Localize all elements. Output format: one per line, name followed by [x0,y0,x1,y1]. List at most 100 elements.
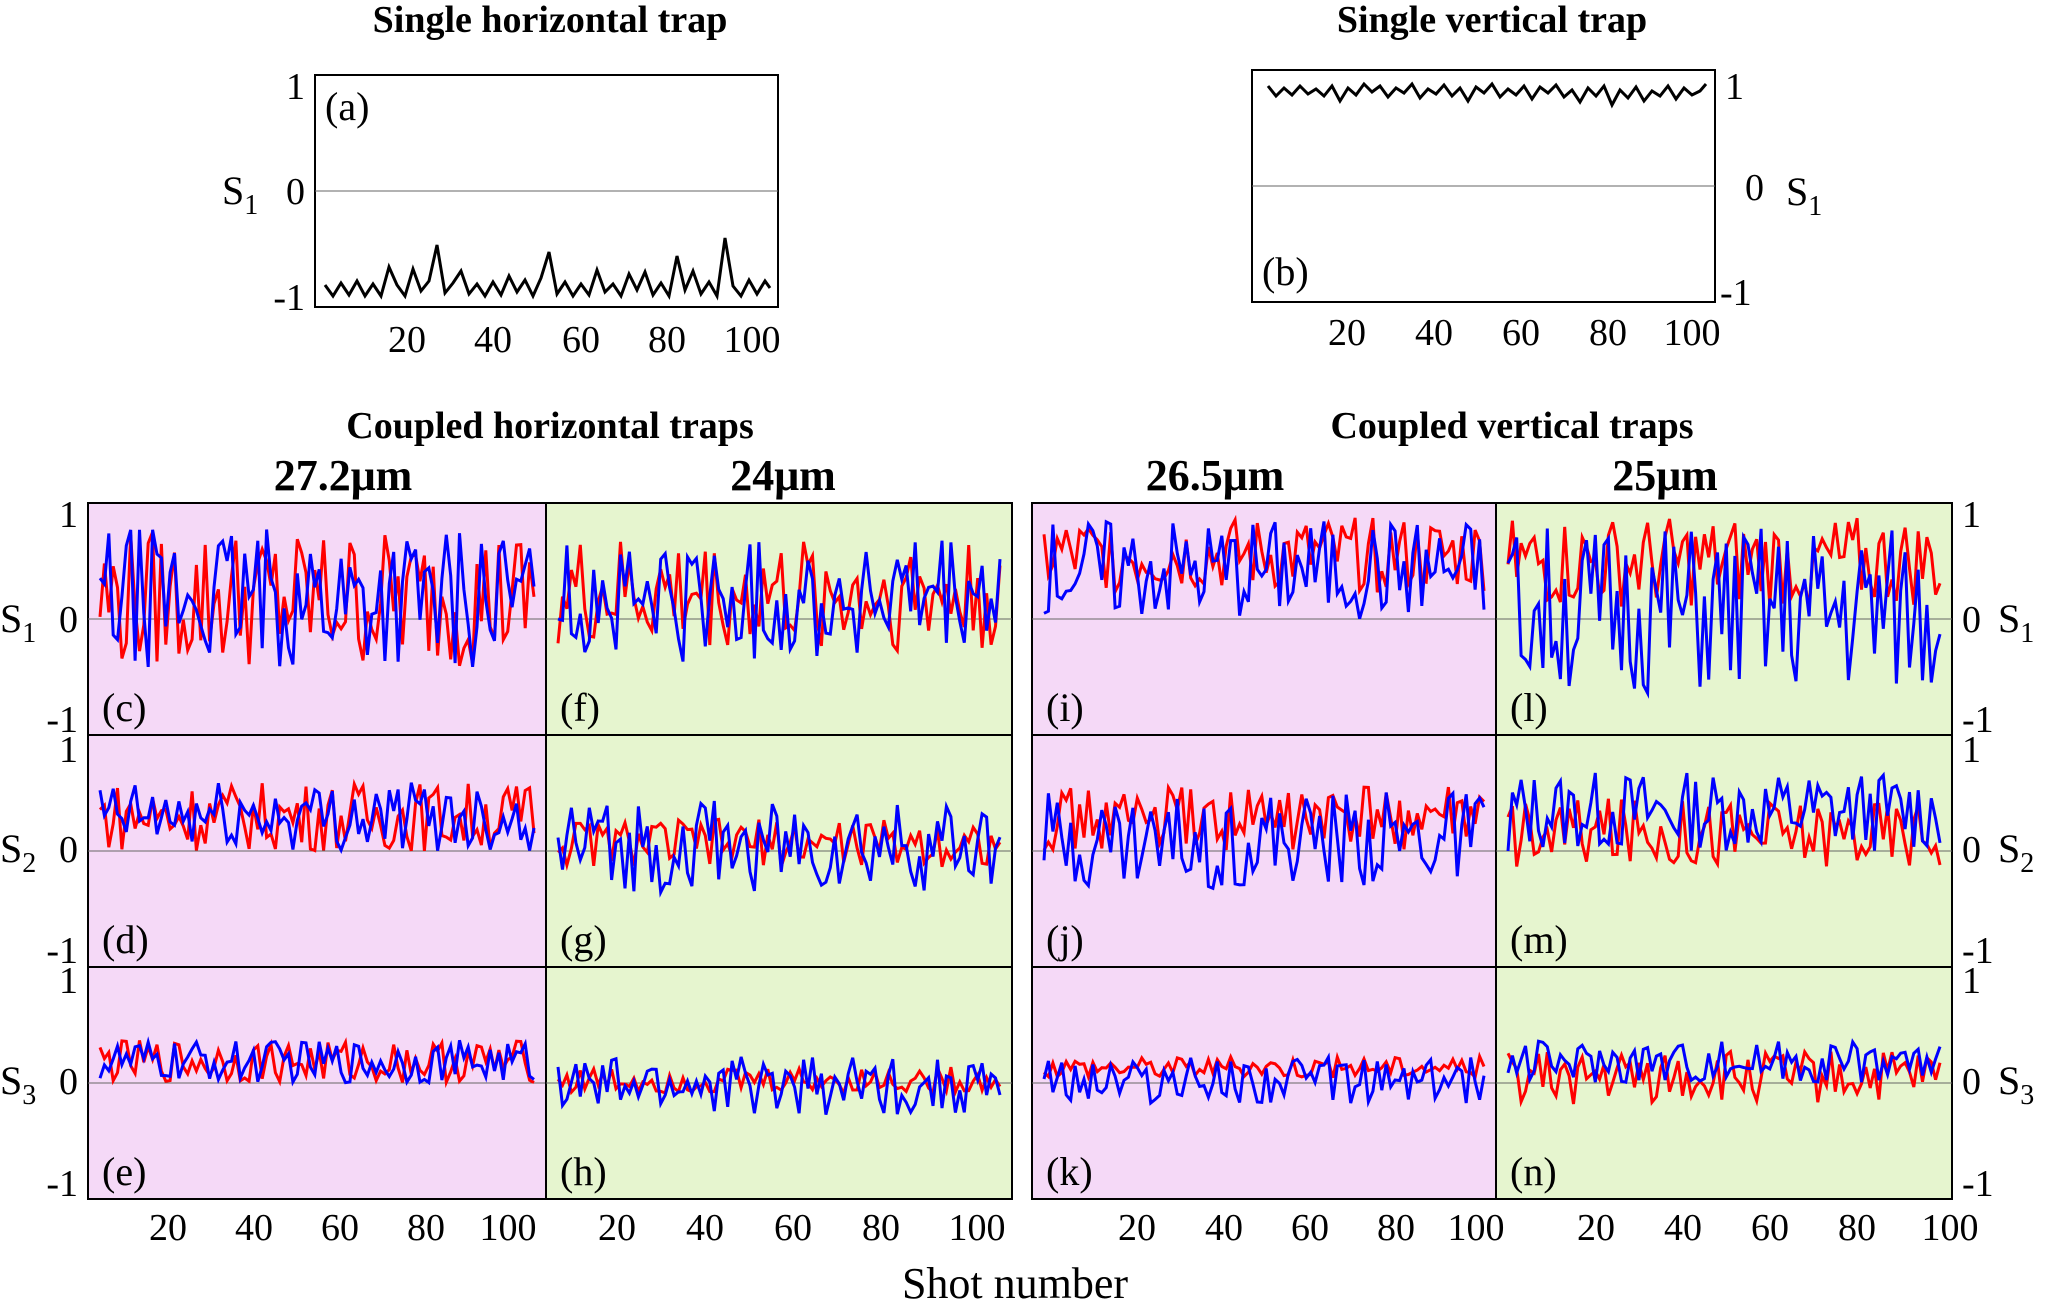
panel-b: (b) 1 0 -1 S1 20 40 60 80 100 [1251,66,1822,354]
column-title-26-5um: 26.5μm [1146,451,1285,500]
xtick-c2-100: 100 [949,1207,1006,1249]
xticks-a: 20 40 60 80 100 [388,319,781,361]
ytick-left-r3-m1: -1 [46,1163,78,1205]
ytick-right-r3-0: 0 [1962,1061,1981,1103]
panel-label-j: (j) [1046,917,1084,962]
left-axis: 1 0 -1 S1 1 0 -1 S2 1 0 -1 S3 [0,494,78,1205]
ytick-right-r3-1: 1 [1962,960,1981,1002]
red-series-line [1042,1051,1486,1082]
column-title-25um: 25μm [1612,451,1718,500]
blue-series-line [98,1036,535,1087]
panel-a: (a) 1 0 -1 S1 20 40 60 80 100 [222,66,781,361]
ytick-left-r2-m1: -1 [46,930,78,972]
blue-series-line [1506,528,1942,699]
xtick-c4-60: 60 [1751,1207,1789,1249]
ytick-b-0: 0 [1745,167,1764,209]
xtick-c1-20: 20 [149,1207,187,1249]
ytick-b-m1: -1 [1720,272,1752,314]
ytick-left-r1-0: 0 [59,599,78,641]
ytick-right-r2-1: 1 [1962,729,1981,771]
blue-series-line [1042,789,1486,891]
xtick-c2-20: 20 [598,1207,636,1249]
ylabel-left-s2: S2 [0,826,36,879]
panel-label-d: (d) [102,917,149,962]
xtick-a-60: 60 [562,319,600,361]
ytick-a-1: 1 [286,66,305,108]
ylabel-b: S1 [1786,169,1822,222]
bottom-xticks: 20 40 60 80 100 20 40 60 80 100 20 40 60… [149,1207,1979,1249]
xticks-b: 20 40 60 80 100 [1328,312,1721,354]
xtick-b-100: 100 [1664,312,1721,354]
panel-label-h: (h) [560,1149,607,1194]
ytick-left-r2-1: 1 [59,729,78,771]
xtick-a-20: 20 [388,319,426,361]
xtick-c3-80: 80 [1377,1207,1415,1249]
panel-l: (l) [1495,502,1953,736]
panel-k: (k) [1031,966,1497,1200]
xtick-c2-40: 40 [686,1207,724,1249]
xtick-a-80: 80 [648,319,686,361]
title-coupled-horizontal: Coupled horizontal traps [346,405,753,447]
ylabel-left-s3: S3 [0,1058,36,1111]
blue-series-line [556,1056,1002,1116]
xtick-b-60: 60 [1502,312,1540,354]
xtick-c3-40: 40 [1205,1207,1243,1249]
column-title-27-2um: 27.2μm [274,451,413,500]
ytick-right-r2-m1: -1 [1962,930,1994,972]
right-axis: 1 0 -1 S1 1 0 -1 S2 1 0 -1 S3 [1962,494,2034,1205]
panel-a-trace [323,237,772,301]
xtick-c3-100: 100 [1448,1207,1505,1249]
panel-m: (m) [1495,734,1953,968]
red-series-line [1042,782,1486,854]
panel-i: (i) [1031,502,1497,736]
blue-series-line [98,529,536,668]
panel-label-b: (b) [1262,249,1309,294]
ylabel-right-s2: S2 [1998,826,2034,879]
ytick-a-m1: -1 [273,277,305,319]
red-series-line [556,1062,1002,1098]
xtick-c4-20: 20 [1577,1207,1615,1249]
title-coupled-vertical: Coupled vertical traps [1330,405,1693,447]
title-single-horizontal: Single horizontal trap [373,0,728,41]
blue-series-line [556,800,1002,898]
panel-n: (n) [1495,966,1953,1200]
xtick-b-80: 80 [1589,312,1627,354]
ytick-b-1: 1 [1725,66,1744,108]
coupled-panels-grid: (c) (d) (e) (f) (g) (h) (i) (j) (k) (l) (m) (n) [87,502,1953,1200]
panel-f: (f) [545,502,1013,736]
ytick-left-r2-0: 0 [59,829,78,871]
ytick-left-r1-1: 1 [59,494,78,536]
ylabel-left-s1: S1 [0,596,36,649]
ylabel-a: S1 [222,168,258,221]
red-series-line [1506,1048,1942,1108]
panel-label-i: (i) [1046,685,1084,730]
ylabel-right-s1: S1 [1998,596,2034,649]
panel-label-c: (c) [102,685,146,730]
ytick-left-r3-1: 1 [59,960,78,1002]
red-series-line [1506,517,1942,609]
panel-c: (c) [87,502,547,736]
panel-label-k: (k) [1046,1149,1093,1194]
red-series-line [98,778,536,853]
ytick-left-r3-0: 0 [59,1061,78,1103]
ylabel-right-s3: S3 [1998,1058,2034,1111]
panel-label-g: (g) [560,917,607,962]
panel-label-f: (f) [560,685,600,730]
xtick-a-100: 100 [724,319,781,361]
xtick-c1-80: 80 [407,1207,445,1249]
panel-label-m: (m) [1510,917,1568,962]
ytick-right-r1-1: 1 [1962,494,1981,536]
panel-label-e: (e) [102,1149,146,1194]
ytick-left-r1-m1: -1 [46,699,78,741]
panel-b-trace [1266,81,1708,109]
panel-d: (d) [87,734,547,968]
red-series-line [98,531,536,667]
panel-label-n: (n) [1510,1149,1557,1194]
xtick-a-40: 40 [474,319,512,361]
blue-series-line [1506,771,1942,852]
xtick-c4-40: 40 [1664,1207,1702,1249]
xtick-c1-100: 100 [480,1207,537,1249]
x-axis-label: Shot number [902,1259,1128,1305]
blue-series-line [557,540,1002,662]
